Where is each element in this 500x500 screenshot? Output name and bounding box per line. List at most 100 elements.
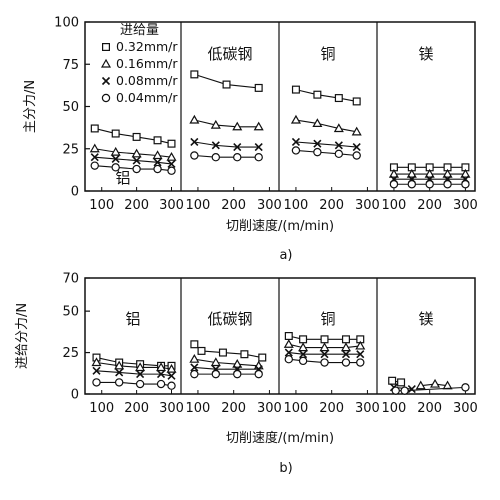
panel-b-2: 100 200 300 低碳钢 <box>186 310 282 416</box>
triangle-point <box>340 342 352 352</box>
panel-b-1: 100 200 300 铝 <box>89 310 184 416</box>
circle-point <box>156 379 166 389</box>
triangle-point <box>166 363 177 373</box>
circle-point <box>391 386 400 395</box>
square-point <box>190 340 199 349</box>
x-tick-label: 300 <box>453 401 478 416</box>
series-line <box>194 154 259 158</box>
circle-point <box>233 152 242 162</box>
circle-point <box>298 356 308 366</box>
x-tick-label: 100 <box>382 198 407 213</box>
circle-point <box>461 383 470 392</box>
circle-point <box>254 152 263 162</box>
x-tick-label: 200 <box>221 401 246 416</box>
x-tick-label: 100 <box>284 198 309 213</box>
square-point <box>90 124 99 133</box>
panel-label: 低碳钢 <box>207 45 252 63</box>
circle-point <box>92 378 101 387</box>
legend-title: 进给量 <box>120 23 159 38</box>
x-axis-label: 切削速度/(m/min) <box>226 218 334 234</box>
triangle-point <box>460 168 471 178</box>
cross-point <box>156 370 166 379</box>
cross-point <box>132 156 141 165</box>
x-tick-label: 100 <box>89 401 114 416</box>
x-tick-label: 300 <box>159 401 184 416</box>
cross-point <box>313 139 322 148</box>
circle-point <box>211 369 221 379</box>
triangle-point <box>312 118 323 128</box>
panel-a-2: 100 200 300 低碳钢 <box>186 45 282 213</box>
circle-point <box>111 163 120 172</box>
series-line <box>295 149 357 157</box>
cross-point <box>136 370 145 379</box>
series-line <box>194 119 259 128</box>
x-tick-label: 300 <box>257 401 282 416</box>
square-point <box>388 376 397 385</box>
triangle-point <box>290 114 301 124</box>
square-point <box>190 70 199 79</box>
x-tick-label: 100 <box>89 198 114 213</box>
triangle-point <box>166 151 177 161</box>
circle-point <box>407 180 417 189</box>
square-point <box>313 90 322 99</box>
x-tick-label: 100 <box>382 401 407 416</box>
x-tick-label: 100 <box>284 401 309 416</box>
circle-point <box>135 379 145 389</box>
chart-b: 0 25 50 70 进给分力/N 切削速度/(m/min) 100 200 300 铝 100 20… <box>15 272 478 447</box>
x-axis-label: 切削速度/(m/min) <box>226 430 334 446</box>
triangle-point <box>210 119 221 129</box>
triangle-point <box>406 168 417 178</box>
triangle-point <box>298 342 309 352</box>
triangle-point <box>131 148 142 158</box>
panel-label: 镁 <box>418 310 433 328</box>
circle-point <box>233 369 242 379</box>
y-axis-label: 主分力/N <box>23 80 38 133</box>
triangle-point <box>189 353 200 363</box>
square-point <box>258 353 267 362</box>
legend-marker <box>101 93 111 103</box>
triangle-point <box>442 168 453 178</box>
x-tick-label: 200 <box>124 198 149 213</box>
cross-point <box>352 142 361 152</box>
circle-point <box>211 152 221 162</box>
circle-point <box>167 166 176 175</box>
cross-point <box>167 159 176 169</box>
square-point <box>153 136 162 145</box>
cross-point <box>334 141 343 150</box>
triangle-point <box>110 146 121 156</box>
panel-label: 铝 <box>125 310 140 328</box>
triangle-point <box>189 114 200 124</box>
triangle-point <box>388 168 399 178</box>
cross-point <box>90 153 99 162</box>
circle-point <box>341 358 351 367</box>
circle-point <box>167 381 176 390</box>
panel-label: 铜 <box>320 310 335 328</box>
square-point <box>132 132 141 141</box>
y-axis-label: 进给分力/N <box>15 303 30 369</box>
circle-point <box>461 180 470 189</box>
cross-point <box>233 142 242 152</box>
circle-point <box>425 180 434 189</box>
x-tick-label: 200 <box>319 198 344 213</box>
circle-point <box>90 161 99 170</box>
x-tick-label: 300 <box>355 401 380 416</box>
y-tick-label: 25 <box>62 142 79 157</box>
triangle-point <box>135 362 146 372</box>
x-tick-label: 300 <box>159 198 184 213</box>
triangle-point <box>232 358 243 368</box>
circle-point <box>356 358 365 367</box>
x-tick-label: 100 <box>186 198 211 213</box>
square-point <box>254 83 263 92</box>
panel-label: 铝 <box>115 169 130 187</box>
triangle-point <box>319 342 330 352</box>
series-line <box>295 119 357 133</box>
legend-marker <box>101 76 111 86</box>
circle-point <box>254 369 263 379</box>
panel-label: 镁 <box>418 45 433 63</box>
cross-point <box>190 363 199 372</box>
square-point <box>167 139 176 148</box>
cross-point <box>211 141 220 150</box>
circle-point <box>334 149 344 159</box>
cross-point <box>299 350 308 359</box>
square-point <box>111 129 120 138</box>
